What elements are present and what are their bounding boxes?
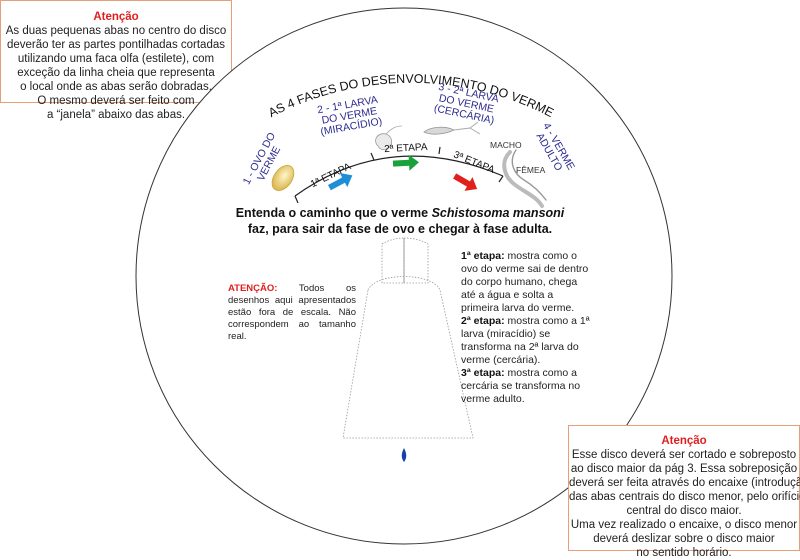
note-bottom-line: deverá ser feita através do encaixe (int… — [569, 477, 800, 489]
note-bottom-line: Esse disco deverá ser cortado e sobrepos… — [571, 449, 797, 461]
adult-worms-icon — [502, 149, 547, 208]
note-bottom-line: deverá deslizar sobre o disco maior — [593, 533, 775, 545]
stage1-desc: 1ª etapa: mostra como o ovo do verme sai… — [461, 250, 591, 315]
center-subheading: faz, para sair da fase de ovo e chegar à… — [215, 221, 585, 237]
note-bottom-line: no sentido horário. — [636, 547, 732, 559]
etapa-arc — [294, 155, 504, 197]
stage2-desc-label: 2ª etapa: — [461, 315, 505, 327]
scale-warning-label: ATENÇÃO: — [228, 283, 278, 294]
scale-warning-text: Todos os desenhos aqui apresentados estã… — [228, 283, 356, 342]
stage1-desc-label: 1ª etapa: — [461, 250, 505, 262]
center-tabs — [381, 237, 429, 284]
center-heading: Entenda o caminho que o verme Schistosom… — [215, 205, 585, 221]
window-cutout — [342, 276, 474, 439]
note-top-line: As duas pequenas abas no centro do disco — [5, 25, 227, 37]
stage2-desc: 2ª etapa: mostra como a 1ª larva (mirací… — [461, 315, 591, 367]
attention-note-top: Atenção As duas pequenas abas no centro … — [0, 0, 232, 121]
note-top-line: deverão ter as partes pontilhadas cortad… — [7, 39, 225, 51]
attention-note-bottom: Atenção Esse disco deverá ser cortado e … — [568, 425, 800, 559]
note-top-line: o local onde as abas serão dobradas. — [20, 81, 212, 93]
note-bottom-line: central do disco maior. — [626, 505, 742, 517]
marker-icon — [401, 448, 407, 462]
female-label: FÊMEA — [516, 165, 546, 175]
center-line2: faz, para sair da fase de ovo e chegar à… — [247, 222, 553, 236]
etapa2-arrow-icon — [392, 154, 419, 171]
miracidium-icon — [375, 125, 403, 151]
etapa2-label: 2ª ETAPA — [384, 142, 428, 155]
etapa3-arrow-icon — [453, 173, 478, 191]
note-top-line: exceção da linha cheia que representa — [17, 67, 215, 79]
stage2-desc-text: mostra como a 1ª larva (miracídio) se tr… — [461, 315, 590, 366]
note-bottom-line: das abas centrais do disco menor, pelo o… — [569, 491, 800, 503]
center-line1-italic: Schistosoma mansoni — [431, 206, 565, 220]
note-top-line: a “janela” abaixo das abas. — [46, 109, 186, 121]
center-line1-pre: Entenda o caminho que o verme — [235, 206, 432, 220]
note-bottom-line: ao disco maior da pág 3. Essa sobreposiç… — [570, 463, 798, 475]
stage3-desc: 3ª etapa: mostra como a cercária se tran… — [461, 367, 591, 406]
note-bottom-line: Uma vez realizado o encaixe, o disco men… — [570, 519, 798, 531]
stage3-desc-label: 3ª etapa: — [461, 367, 505, 379]
note-top-line: utilizando uma faca olfa (estilete), com — [17, 53, 215, 65]
cercaria-icon — [423, 121, 481, 135]
stage3-desc-text: mostra como a cercária se transforma no … — [461, 367, 581, 405]
etapa1-arrow-icon — [327, 173, 353, 191]
egg-icon — [271, 165, 295, 191]
male-label: MACHO — [490, 140, 522, 150]
scale-warning: ATENÇÃO: Todos os desenhos aqui apresent… — [228, 283, 356, 343]
note-bottom-title: Atenção — [661, 435, 707, 447]
note-top-title: Atenção — [93, 11, 139, 23]
stage-descriptions: 1ª etapa: mostra como o ovo do verme sai… — [461, 250, 591, 406]
note-top-line: O mesmo deverá ser feito com — [37, 95, 195, 107]
stage1-desc-text: mostra como o ovo do verme sai de dentro… — [461, 250, 589, 314]
